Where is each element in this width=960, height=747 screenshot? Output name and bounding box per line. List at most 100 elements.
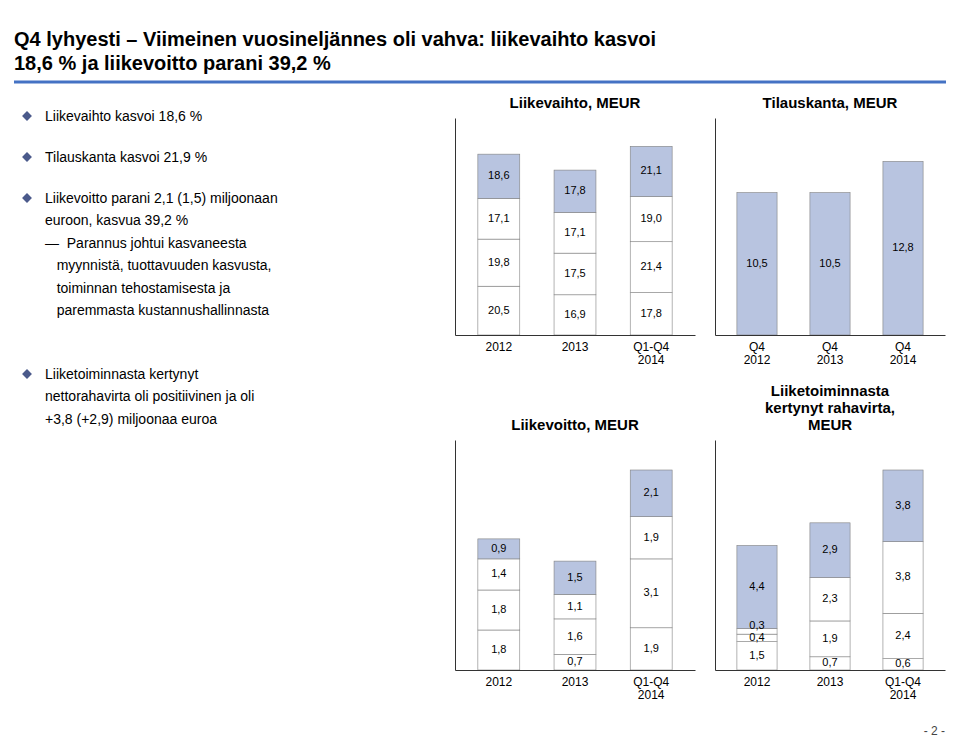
x-tick-label: 2013	[562, 675, 589, 689]
bar-segment	[810, 523, 850, 578]
x-tick: 2013	[817, 675, 844, 689]
data-label: 0,7	[567, 655, 582, 667]
x-tick: Q42012	[744, 340, 771, 368]
bar-segment	[478, 286, 520, 335]
data-labels: 10,510,512,8	[746, 241, 913, 269]
data-label: 3,1	[644, 586, 659, 598]
chart-title: Tilauskanta, MEUR	[763, 94, 898, 111]
x-tick: 2012	[744, 675, 771, 689]
bar-segment	[630, 517, 672, 559]
y-axis-line	[455, 441, 456, 671]
x-axis: 2012 2013 Q1-Q42014	[456, 336, 696, 368]
data-label: 4,4	[749, 580, 764, 592]
bar-segment	[630, 146, 672, 196]
bar-segment	[630, 293, 672, 335]
x-tick-label-line: 2012	[744, 675, 771, 689]
bullet-text: myynnistä, tuottavuuden kasvusta,	[45, 257, 271, 273]
data-label: 17,1	[488, 212, 509, 224]
x-tick-label: Q1-Q42014	[633, 675, 669, 703]
data-label: 0,4	[749, 631, 764, 643]
bar-segment	[478, 539, 520, 559]
bar-segment	[630, 242, 672, 293]
x-tick-label-line: 2013	[562, 675, 589, 689]
data-label: 1,6	[567, 630, 582, 642]
x-tick-label-line: 2014	[638, 688, 665, 702]
x-tick: Q1-Q42014	[885, 675, 921, 703]
chart-title-line: Liikevoitto, MEUR	[511, 416, 639, 433]
bar-segment	[554, 253, 596, 295]
x-tick-label-line: 2012	[485, 340, 512, 354]
bar-segment	[630, 628, 672, 670]
bullet-marker	[22, 111, 32, 121]
x-tick: 2013	[562, 340, 589, 354]
data-label: 1,9	[822, 632, 837, 644]
x-tick-label: Q42013	[817, 340, 844, 368]
bullet-text: Tilauskanta kasvoi 21,9 %	[45, 149, 207, 165]
bar-segment	[478, 198, 520, 239]
x-tick-label-line: 2013	[562, 340, 589, 354]
data-label: 2,4	[895, 629, 910, 641]
data-label: 2,3	[822, 592, 837, 604]
bar-segment	[883, 470, 923, 542]
data-labels: 1,81,81,40,90,71,61,11,51,93,11,92,1	[491, 486, 659, 667]
x-tick-label: 2012	[485, 675, 512, 689]
x-tick-label-line: Q4	[895, 340, 911, 354]
x-tick-label: Q1-Q42014	[885, 675, 921, 703]
bars	[478, 470, 672, 670]
data-label: 2,1	[644, 486, 659, 498]
bar-segment	[883, 161, 923, 335]
bar-segment	[554, 295, 596, 335]
x-tick-label: Q42012	[744, 340, 771, 368]
data-label: 1,4	[491, 567, 506, 579]
page-number: - 2 -	[924, 724, 945, 738]
x-tick-label: Q42014	[890, 340, 917, 368]
data-label: 10,5	[819, 257, 840, 269]
chart-svg: Q4 lyhyesti – Viimeinen vuosineljännes o…	[0, 0, 960, 747]
chart-title: Liikevaihto, MEUR	[510, 94, 641, 111]
data-labels: 20,519,817,118,616,917,517,117,817,821,4…	[488, 164, 662, 319]
x-tick-label: 2012	[485, 340, 512, 354]
bar-segment	[630, 197, 672, 242]
x-tick-label: Q1-Q42014	[633, 340, 669, 368]
bar-segment	[554, 619, 596, 655]
x-tick-label-line: 2012	[485, 675, 512, 689]
bar-segment	[554, 212, 596, 253]
y-axis	[715, 119, 716, 336]
bars	[737, 161, 923, 335]
x-axis: 2012 2013 Q1-Q42014	[456, 671, 696, 703]
x-tick-label-line: 2014	[890, 353, 917, 367]
bullet-text: — Parannus johtui kasvaneesta	[45, 235, 247, 251]
x-tick-label-line: 2014	[638, 353, 665, 367]
bullet-text: toiminnan tehostamisesta ja	[45, 280, 230, 296]
bullet-text: nettorahavirta oli positiivinen ja oli	[45, 388, 254, 404]
data-label: 2,9	[822, 543, 837, 555]
x-tick-label-line: Q4	[749, 340, 765, 354]
data-label: 1,5	[749, 649, 764, 661]
data-label: 17,8	[564, 184, 585, 196]
x-tick-label-line: Q1-Q4	[633, 340, 669, 354]
bar-segment	[478, 239, 520, 286]
data-label: 21,1	[640, 164, 661, 176]
x-tick: Q42013	[817, 340, 844, 368]
x-tick-label: 2013	[817, 675, 844, 689]
bar-segment	[478, 559, 520, 590]
x-tick-label-line: 2013	[817, 353, 844, 367]
x-tick-label: 2013	[562, 340, 589, 354]
bullet-text: Liikevoitto parani 2,1 (1,5) miljoonaan	[45, 190, 278, 206]
x-tick: Q1-Q42014	[633, 675, 669, 703]
bar-segment	[630, 470, 672, 517]
data-label: 20,5	[488, 304, 509, 316]
bars	[737, 470, 923, 670]
bar-segment	[630, 559, 672, 628]
data-label: 1,1	[567, 600, 582, 612]
data-label: 12,8	[892, 241, 913, 253]
chart-title: Liiketoiminnastakertynyt rahavirta,MEUR	[765, 382, 895, 433]
x-tick: 2013	[562, 675, 589, 689]
bullet-text: euroon, kasvua 39,2 %	[45, 212, 188, 228]
x-tick-label-line: 2013	[817, 675, 844, 689]
y-axis-line	[455, 119, 456, 336]
data-label: 1,9	[644, 531, 659, 543]
bar-segment	[883, 542, 923, 614]
data-label: 18,6	[488, 169, 509, 181]
page: Q4 lyhyesti – Viimeinen vuosineljännes o…	[0, 0, 960, 747]
